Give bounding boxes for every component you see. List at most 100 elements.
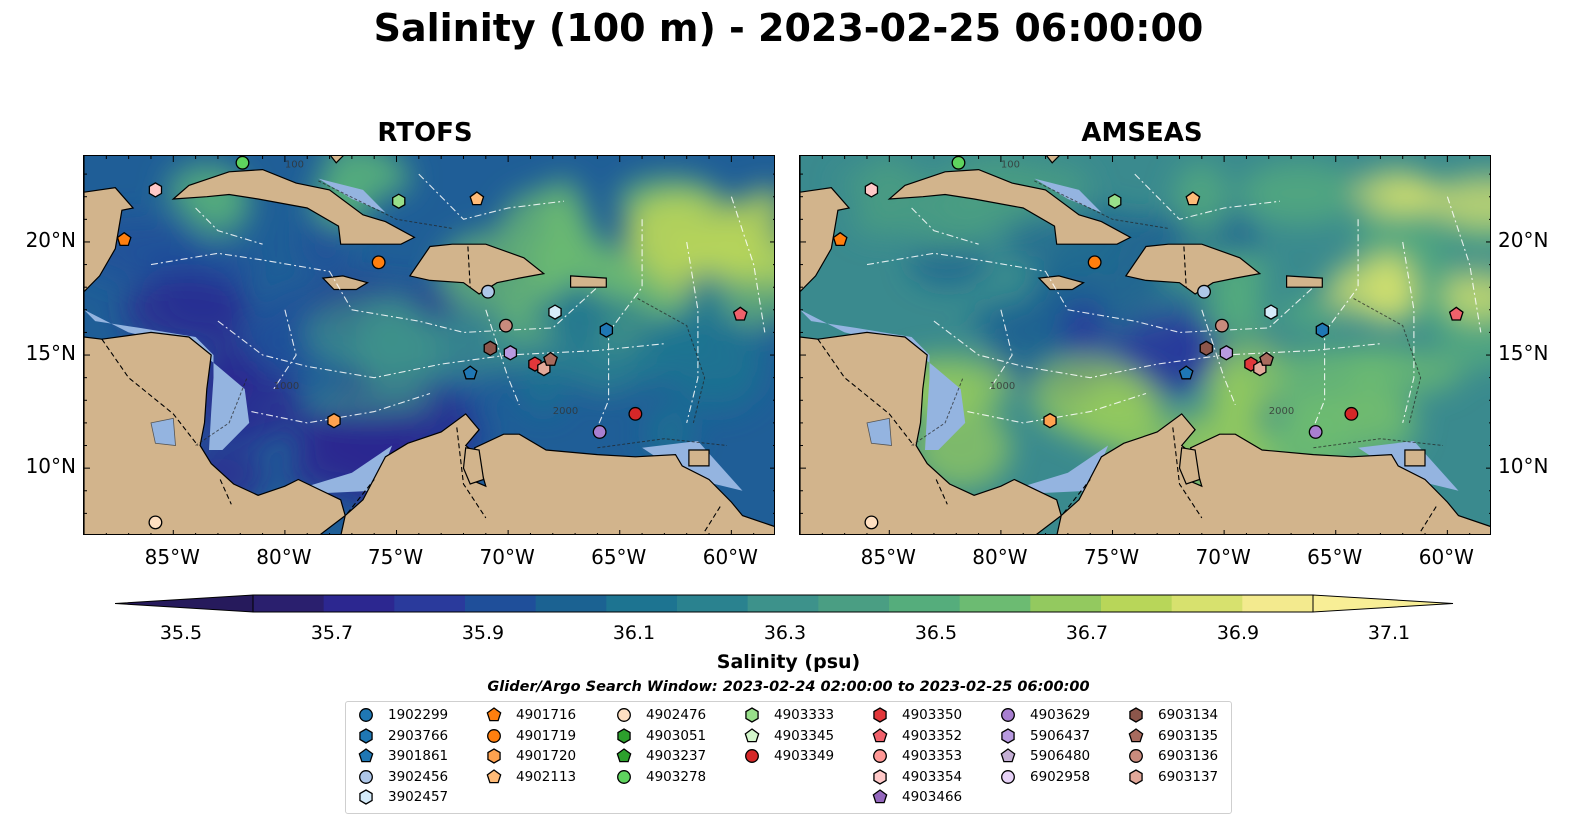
float-marker-4903352[interactable] — [1448, 306, 1464, 321]
lon-tick-label: 60°W — [702, 545, 758, 569]
float-marker-4901716[interactable] — [116, 231, 132, 246]
legend-marker[interactable] — [617, 727, 631, 744]
float-marker-3902457[interactable] — [1264, 304, 1278, 320]
legend-marker[interactable] — [359, 789, 373, 806]
float-marker-4901720[interactable] — [1043, 412, 1057, 429]
land-trinidad — [1404, 449, 1426, 467]
float-marker-5906437[interactable] — [1219, 345, 1234, 361]
legend-marker[interactable] — [487, 728, 501, 743]
float-marker-4901719[interactable] — [371, 255, 386, 270]
float-marker-4902113[interactable] — [1185, 191, 1201, 206]
float-marker-4903349[interactable] — [628, 406, 643, 421]
legend-marker[interactable] — [617, 708, 631, 722]
float-marker-4902476[interactable] — [864, 515, 879, 530]
legend-marker[interactable] — [872, 727, 888, 742]
legend-marker[interactable] — [744, 727, 760, 742]
lon-tick-label: 75°W — [367, 545, 424, 569]
legend-marker[interactable] — [617, 769, 631, 784]
float-marker-6903135[interactable] — [1259, 351, 1274, 366]
float-marker-4902113[interactable] — [469, 191, 485, 206]
float-marker-4903354[interactable] — [864, 182, 879, 198]
float-marker-5906437[interactable] — [503, 345, 518, 361]
pentagon-marker-icon — [486, 768, 502, 784]
float-marker-6903136[interactable] — [1214, 318, 1229, 333]
legend-marker[interactable] — [486, 768, 502, 784]
legend-label: 3901861 — [388, 748, 449, 765]
hexagon-marker-icon — [487, 748, 501, 764]
legend-item: 4903353 — [870, 746, 962, 766]
legend-marker[interactable] — [872, 789, 888, 804]
lat-tick-label: 20°N — [25, 227, 76, 252]
float-marker-2903766[interactable] — [599, 322, 614, 338]
float-marker-4903629[interactable] — [592, 425, 607, 439]
float-marker-6903134[interactable] — [1199, 340, 1213, 357]
legend-item: 6903137 — [1126, 767, 1218, 787]
colorbar-swatch — [818, 595, 890, 612]
float-marker-6903135[interactable] — [543, 351, 558, 366]
legend-item: 2903766 — [356, 726, 448, 746]
circle-marker-icon — [745, 749, 759, 764]
legend-marker[interactable] — [1001, 727, 1015, 744]
hexagon-marker-icon — [873, 707, 887, 723]
land-cuba — [171, 168, 416, 245]
legend-marker[interactable] — [1129, 707, 1143, 723]
land-honduras_nic — [800, 331, 1062, 534]
legend-item: 4903352 — [870, 726, 962, 746]
float-marker-6903134[interactable] — [483, 340, 497, 357]
legend-marker[interactable] — [873, 749, 887, 764]
pentagon-marker-icon — [358, 748, 374, 763]
land-bahamas1 — [1046, 156, 1060, 164]
float-marker-4901720[interactable] — [327, 412, 341, 429]
float-marker-4903333[interactable] — [392, 193, 406, 209]
amseas-map[interactable]: 100 1000 2000 — [799, 155, 1491, 535]
float-marker-4902476[interactable] — [148, 515, 163, 530]
float-marker-4903333[interactable] — [1108, 193, 1122, 209]
contour-label: 1000 — [274, 381, 299, 392]
legend-label: 4903333 — [774, 707, 835, 723]
float-marker-3902456[interactable] — [1197, 284, 1211, 299]
legend-item: 4903354 — [870, 767, 962, 787]
float-marker-3902457[interactable] — [548, 304, 562, 320]
float-marker-2903766[interactable] — [1315, 322, 1330, 338]
legend-marker[interactable] — [359, 708, 373, 722]
land-hispaniola — [1124, 243, 1262, 295]
pentagon-marker-icon — [1128, 727, 1144, 742]
float-marker-4901719[interactable] — [1087, 255, 1102, 270]
legend-marker[interactable] — [745, 749, 759, 764]
legend-marker[interactable] — [1128, 727, 1144, 742]
float-marker-4903352[interactable] — [732, 306, 748, 321]
float-marker-3901861[interactable] — [1178, 365, 1194, 380]
float-marker-4901716[interactable] — [832, 231, 848, 246]
rtofs-map[interactable]: 100 1000 2000 — [83, 155, 775, 535]
float-marker-4903349[interactable] — [1344, 406, 1359, 421]
legend-marker[interactable] — [1129, 749, 1143, 764]
legend-marker[interactable] — [359, 727, 373, 744]
colorbar-swatch — [1030, 595, 1102, 612]
float-marker-4903278[interactable] — [235, 156, 250, 170]
legend-marker[interactable] — [358, 748, 374, 763]
float-marker-4903629[interactable] — [1308, 425, 1323, 439]
float-marker-4903354[interactable] — [148, 182, 163, 198]
float-marker-6903136[interactable] — [498, 318, 513, 333]
legend-marker[interactable] — [873, 707, 887, 723]
colorbar-swatch — [465, 595, 537, 612]
shelf-water — [1034, 178, 1102, 213]
legend-label: 1902299 — [388, 707, 449, 723]
legend-marker[interactable] — [487, 748, 501, 764]
legend-marker[interactable] — [486, 707, 502, 722]
legend-item: 6903136 — [1126, 746, 1218, 766]
legend-marker[interactable] — [1001, 708, 1015, 722]
legend-marker[interactable] — [1000, 748, 1016, 763]
float-marker-4903278[interactable] — [951, 156, 966, 170]
legend-label: 3902456 — [388, 768, 449, 785]
legend-marker[interactable] — [873, 769, 887, 785]
float-marker-3902456[interactable] — [481, 284, 495, 299]
lat-tick-label: 10°N — [25, 454, 76, 479]
legend-marker[interactable] — [359, 769, 373, 784]
float-marker-3901861[interactable] — [462, 365, 478, 380]
legend-marker[interactable] — [616, 748, 632, 763]
legend-label: 5906437 — [1030, 727, 1091, 744]
legend-marker[interactable] — [745, 707, 759, 723]
legend-marker[interactable] — [1129, 769, 1143, 785]
legend-marker[interactable] — [1001, 769, 1015, 784]
